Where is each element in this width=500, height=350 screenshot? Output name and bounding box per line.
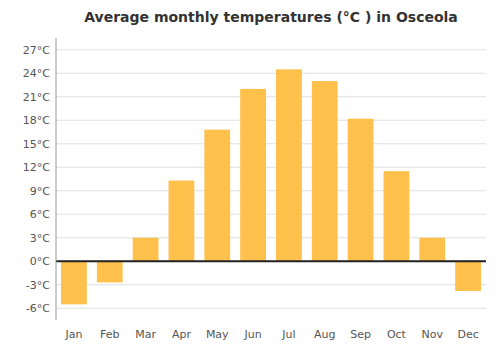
x-tick-label: Sep xyxy=(350,328,371,341)
grid-line xyxy=(56,49,486,50)
bar xyxy=(312,81,338,261)
grid-line xyxy=(56,73,486,74)
bars xyxy=(61,69,481,304)
y-tick-label: -3°C xyxy=(26,279,50,292)
x-tick-label: Dec xyxy=(457,328,478,341)
y-tick-label: -6°C xyxy=(26,302,50,315)
grid-line xyxy=(56,167,486,168)
x-tick-label: May xyxy=(206,328,229,341)
y-tick-label: 0°C xyxy=(30,255,50,268)
y-tick-label: 27°C xyxy=(23,44,50,57)
chart-svg: Average monthly temperatures (°C ) in Os… xyxy=(0,0,500,350)
x-tick-label: Jun xyxy=(243,328,261,341)
y-tick-label: 12°C xyxy=(23,161,50,174)
grid-line xyxy=(56,120,486,121)
y-tick-label: 24°C xyxy=(23,67,50,80)
chart-container: Average monthly temperatures (°C ) in Os… xyxy=(0,0,500,350)
background xyxy=(0,0,500,350)
y-tick-label: 9°C xyxy=(30,185,50,198)
bar xyxy=(97,261,123,282)
x-tick-label: Mar xyxy=(135,328,156,341)
y-tick-label: 15°C xyxy=(23,138,50,151)
x-tick-label: Apr xyxy=(172,328,192,341)
bar xyxy=(133,238,159,262)
grid-line xyxy=(56,96,486,97)
y-tick-label: 3°C xyxy=(30,232,50,245)
grid xyxy=(56,50,486,309)
grid-line xyxy=(56,284,486,285)
grid-line xyxy=(56,214,486,215)
bar xyxy=(384,171,410,261)
y-tick-label: 6°C xyxy=(30,208,50,221)
x-tick-label: Jul xyxy=(281,328,295,341)
y-tick-label: 21°C xyxy=(23,91,50,104)
x-tick-label: Feb xyxy=(100,328,119,341)
bar xyxy=(348,119,374,262)
bar xyxy=(169,181,195,262)
x-tick-label: Oct xyxy=(387,328,407,341)
x-tick-label: Aug xyxy=(314,328,335,341)
title: Average monthly temperatures (°C ) in Os… xyxy=(84,9,458,25)
bar xyxy=(61,261,87,304)
x-tick-label: Jan xyxy=(64,328,82,341)
bar xyxy=(419,238,445,262)
bar xyxy=(240,89,266,261)
bar xyxy=(204,130,230,262)
grid-line xyxy=(56,190,486,191)
y-axis-labels: -6°C -3°C 0°C 3°C 6°C 9°C 12°C 15°C 18°C 21°C 24°C… xyxy=(23,44,50,316)
x-axis-labels: Jan Feb Mar Apr May Jun Jul Aug Sep Oct Nov Dec xyxy=(64,328,478,341)
zero-line xyxy=(56,260,486,262)
grid-line xyxy=(56,308,486,309)
grid-line xyxy=(56,143,486,144)
bar xyxy=(276,69,302,261)
x-tick-label: Nov xyxy=(422,328,444,341)
bar xyxy=(455,261,481,291)
grid-line xyxy=(56,261,486,262)
y-tick-label: 18°C xyxy=(23,114,50,127)
y-axis-line xyxy=(56,38,57,320)
